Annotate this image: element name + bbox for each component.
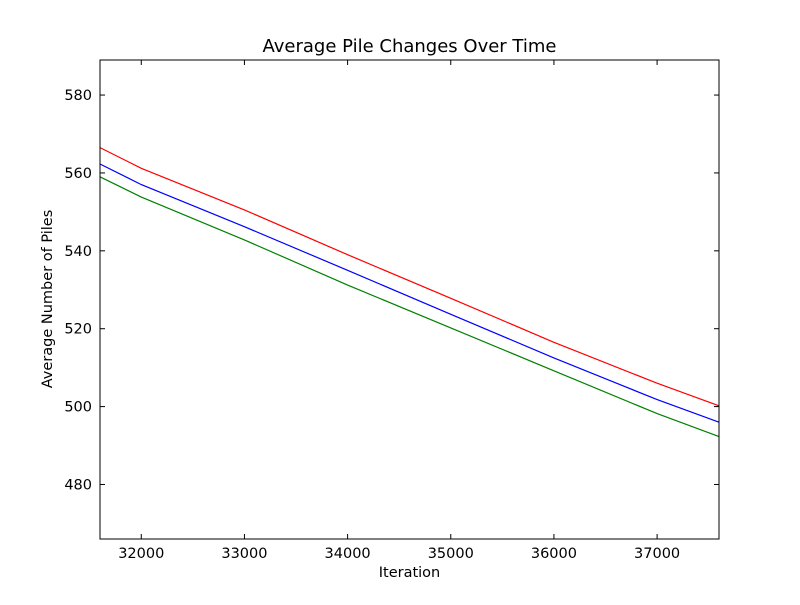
y-tick-label: 480 [64, 477, 92, 493]
y-tick-label: 520 [64, 322, 92, 338]
series-line-3 [99, 176, 720, 438]
series-line-1 [99, 147, 720, 407]
chart-title: Average Pile Changes Over Time [263, 36, 557, 57]
series-line-2 [99, 163, 720, 423]
x-tick-label: 35000 [428, 546, 474, 562]
x-tick-label: 32000 [118, 546, 164, 562]
x-tick-label: 37000 [634, 546, 680, 562]
y-tick-label: 580 [64, 88, 92, 104]
y-tick-label: 500 [64, 400, 92, 416]
y-axis-label: Average Number of Piles [40, 210, 56, 389]
x-axis-label: Iteration [379, 565, 441, 581]
x-tick-label: 33000 [221, 546, 267, 562]
x-tick-label: 36000 [531, 546, 577, 562]
plot-area: 32000 33000 34000 35000 36000 37000 480 500 520 5… [64, 59, 720, 562]
y-tick-label: 560 [64, 166, 92, 182]
plot-frame [99, 59, 720, 540]
x-tick-label: 34000 [325, 546, 371, 562]
y-tick-label: 540 [64, 244, 92, 260]
